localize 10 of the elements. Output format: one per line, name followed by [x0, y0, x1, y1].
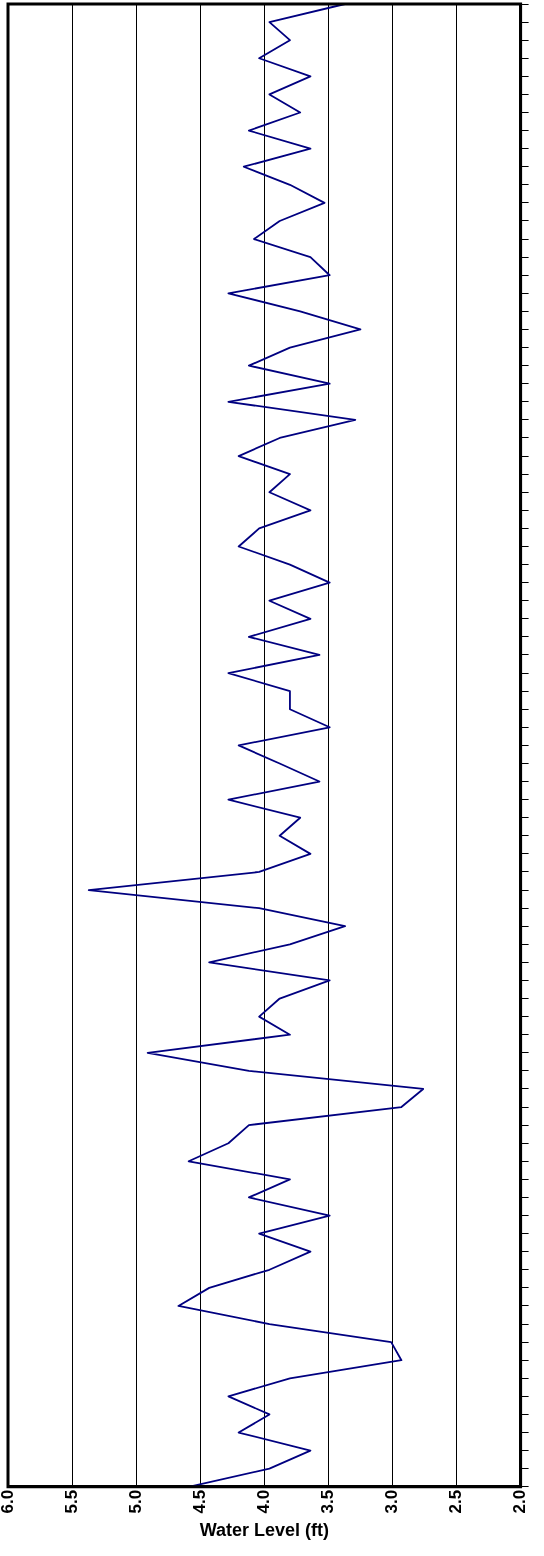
x-tick-label: 2.5 [446, 1489, 466, 1514]
x-tick-label: 4.0 [253, 1489, 273, 1514]
x-tick-label: 4.5 [189, 1489, 209, 1514]
x-tick-label: 6.0 [0, 1489, 17, 1514]
x-tick-label: 3.5 [318, 1489, 338, 1514]
x-tick-label: 3.0 [382, 1489, 402, 1514]
x-axis-title: Water Level (ft) [199, 1520, 329, 1541]
x-tick-label: 5.0 [125, 1489, 145, 1514]
x-tick-label: 5.5 [61, 1489, 81, 1514]
x-tick-label: 2.0 [510, 1489, 530, 1514]
